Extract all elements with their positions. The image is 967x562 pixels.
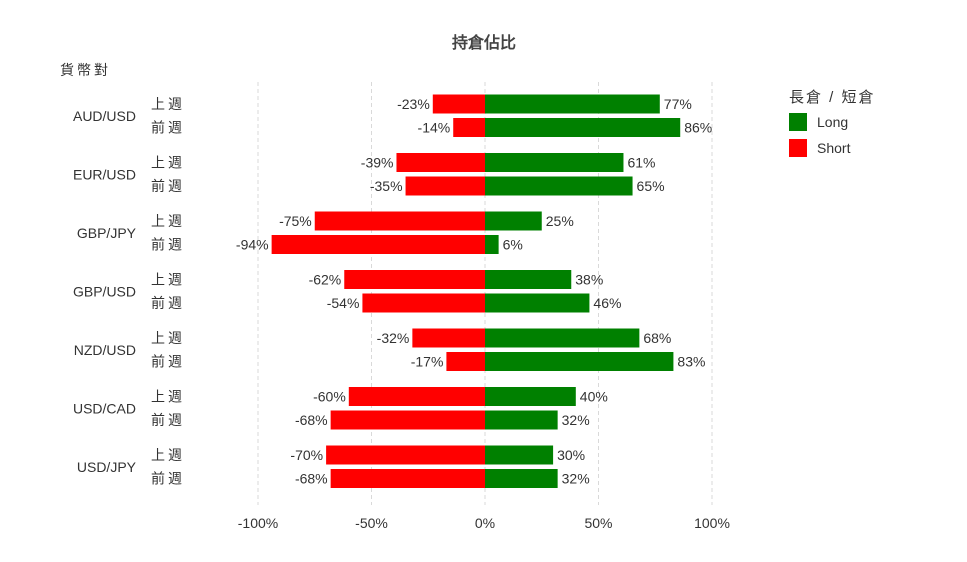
bars <box>271 94 681 488</box>
short-bar <box>453 118 485 137</box>
long-value-label: 61% <box>627 155 655 171</box>
long-value-label: 77% <box>664 96 692 112</box>
legend-label-long: Long <box>817 114 849 130</box>
long-value-label: 46% <box>593 295 621 311</box>
short-value-label: -32% <box>377 330 410 346</box>
period-label: 上週 <box>151 96 185 112</box>
long-value-label: 30% <box>557 447 585 463</box>
long-bar <box>485 118 681 137</box>
period-label: 前週 <box>151 237 185 253</box>
period-label: 前週 <box>151 471 185 487</box>
short-value-label: -75% <box>279 213 312 229</box>
legend-title: 長倉 / 短倉 <box>789 89 876 106</box>
short-bar <box>405 176 485 196</box>
legend-label-short: Short <box>817 140 851 156</box>
short-value-label: -35% <box>370 178 403 194</box>
pair-label: NZD/USD <box>74 342 136 358</box>
long-bar <box>485 352 674 371</box>
short-value-label: -23% <box>397 96 430 112</box>
long-bar <box>485 387 576 406</box>
period-label: 前週 <box>151 178 185 194</box>
short-bar <box>348 387 485 406</box>
period-label: 上週 <box>151 389 185 405</box>
short-value-label: -62% <box>309 272 342 288</box>
x-tick-label: 0% <box>475 515 495 531</box>
short-bar <box>396 153 485 172</box>
long-value-label: 38% <box>575 272 603 288</box>
short-value-label: -68% <box>295 412 328 428</box>
period-label: 上週 <box>151 155 185 171</box>
long-bar <box>485 235 499 254</box>
long-bar <box>485 469 558 488</box>
y-axis-title: 貨幣對 <box>60 62 111 78</box>
long-bar <box>485 211 542 231</box>
short-bar <box>446 352 485 371</box>
long-value-label: 83% <box>677 354 705 370</box>
long-value-label: 25% <box>546 213 574 229</box>
short-value-label: -60% <box>313 389 346 405</box>
legend-swatch-short <box>789 139 807 157</box>
period-label: 前週 <box>151 295 185 311</box>
legend-item-long[interactable]: Long <box>789 113 876 131</box>
short-bar <box>344 270 485 289</box>
x-axis: -100% -50% 0% 50% 100% <box>238 515 730 531</box>
x-tick-label: -100% <box>238 515 278 531</box>
short-value-label: -54% <box>327 295 360 311</box>
short-bar <box>330 469 485 488</box>
short-value-label: -70% <box>290 447 323 463</box>
long-value-label: 32% <box>562 471 590 487</box>
chart-title: 持倉佔比 <box>452 33 516 52</box>
short-bar <box>432 94 485 114</box>
long-value-label: 32% <box>562 412 590 428</box>
period-label: 上週 <box>151 330 185 346</box>
short-bar <box>271 235 485 254</box>
period-label: 上週 <box>151 213 185 229</box>
long-bar <box>485 293 590 313</box>
period-label: 上週 <box>151 272 185 288</box>
data-labels: -23% 77% -14% 86% -39% 61% -35% 65% -75% 25% -94% 6… <box>236 96 712 487</box>
x-tick-label: 50% <box>584 515 612 531</box>
long-value-label: 86% <box>684 120 712 136</box>
short-bar <box>412 328 485 348</box>
long-bar <box>485 94 660 114</box>
long-value-label: 40% <box>580 389 608 405</box>
legend-swatch-long <box>789 113 807 131</box>
x-tick-label: -50% <box>355 515 388 531</box>
short-value-label: -39% <box>361 155 394 171</box>
x-tick-label: 100% <box>694 515 730 531</box>
short-value-label: -17% <box>411 354 444 370</box>
pair-label: USD/CAD <box>73 400 136 416</box>
period-label: 前週 <box>151 354 185 370</box>
pair-label: GBP/JPY <box>77 225 137 241</box>
short-value-label: -94% <box>236 237 269 253</box>
period-label: 前週 <box>151 120 185 136</box>
long-bar <box>485 445 554 465</box>
short-value-label: -14% <box>418 120 451 136</box>
long-bar <box>485 328 640 348</box>
long-value-label: 65% <box>637 178 665 194</box>
pair-label: AUD/USD <box>73 108 136 124</box>
long-bar <box>485 410 558 430</box>
long-bar <box>485 270 572 289</box>
legend: 長倉 / 短倉 Long Short <box>789 86 876 165</box>
long-bar <box>485 176 633 196</box>
short-bar <box>326 445 485 465</box>
pair-label: GBP/USD <box>73 283 136 299</box>
legend-item-short[interactable]: Short <box>789 139 876 157</box>
short-value-label: -68% <box>295 471 328 487</box>
long-value-label: 6% <box>503 237 523 253</box>
long-value-label: 68% <box>643 330 671 346</box>
short-bar <box>362 293 485 313</box>
pair-label: EUR/USD <box>73 166 136 182</box>
short-bar <box>330 410 485 430</box>
y-axis: AUD/USD上週前週EUR/USD上週前週GBP/JPY上週前週GBP/USD… <box>73 96 185 487</box>
pair-label: USD/JPY <box>77 459 137 475</box>
long-bar <box>485 153 624 172</box>
period-label: 前週 <box>151 412 185 428</box>
period-label: 上週 <box>151 447 185 463</box>
short-bar <box>314 211 485 231</box>
